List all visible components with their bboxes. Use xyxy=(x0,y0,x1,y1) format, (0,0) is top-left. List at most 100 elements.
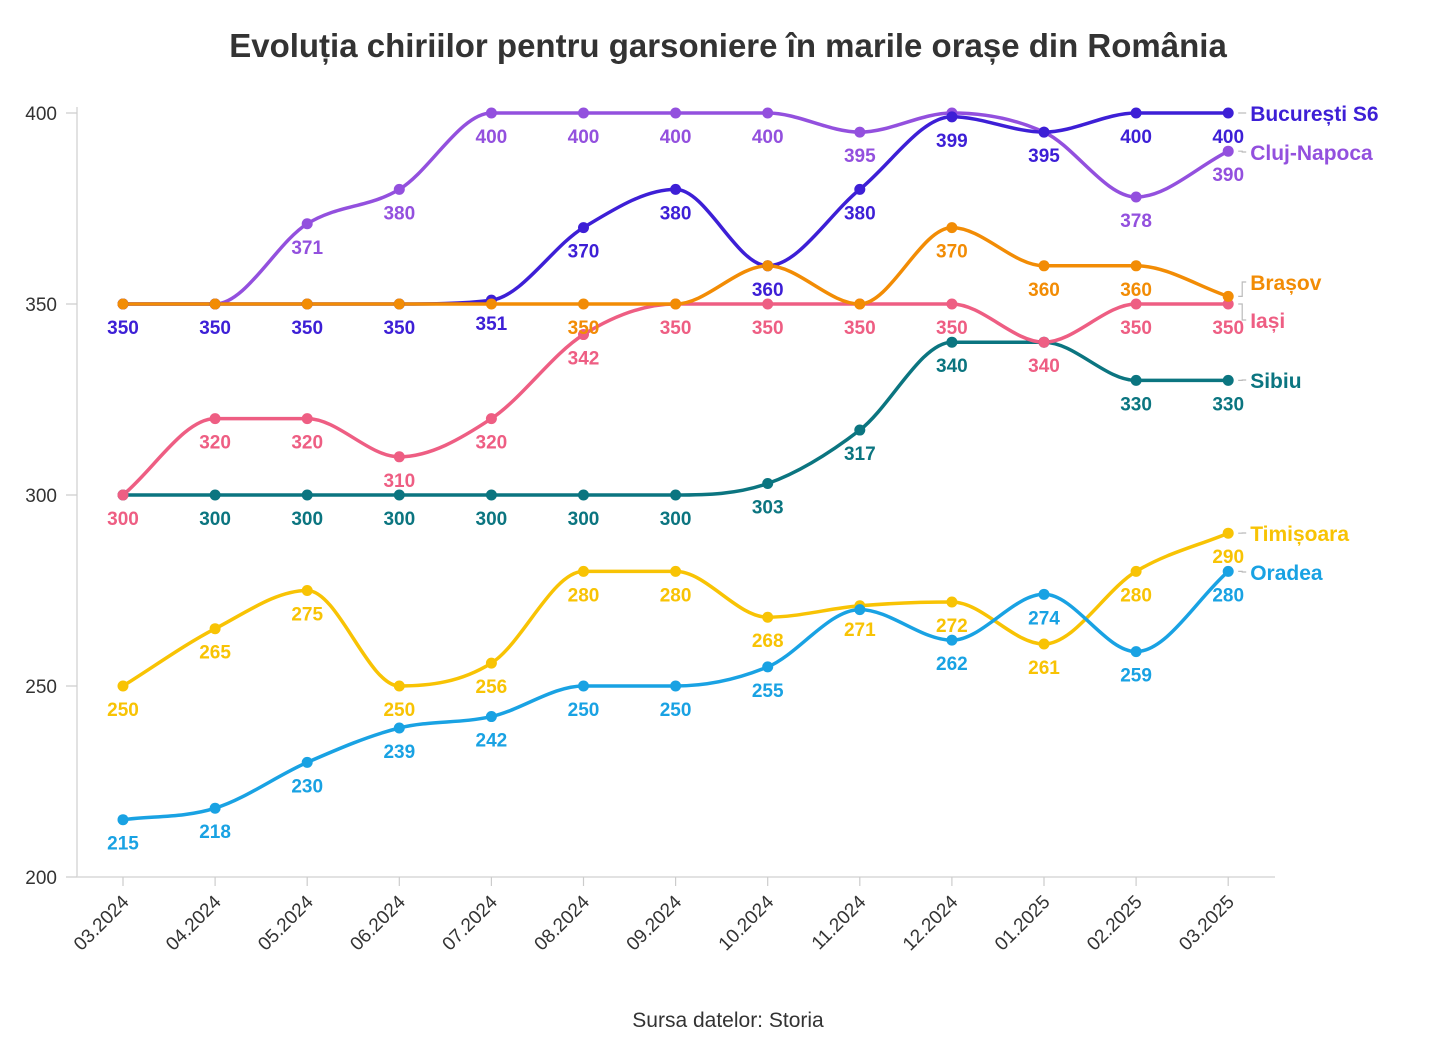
data-label-timisoara: 265 xyxy=(199,643,231,664)
data-label-bucuresti-s6: 395 xyxy=(1028,146,1060,167)
data-point-brasov xyxy=(854,298,866,310)
series-line-timisoara xyxy=(121,531,1230,688)
data-label-timisoara: 268 xyxy=(752,631,784,652)
data-label-timisoara: 272 xyxy=(936,616,968,637)
data-label-iasi: 350 xyxy=(1120,318,1152,339)
data-label-sibiu: 300 xyxy=(383,509,415,530)
series-label-connector xyxy=(1238,570,1247,573)
data-point-timisoara xyxy=(946,596,958,608)
data-label-timisoara: 250 xyxy=(107,700,139,721)
series-label-iasi: Iași xyxy=(1250,310,1285,333)
data-label-iasi: 350 xyxy=(1212,318,1244,339)
data-label-oradea: 250 xyxy=(568,700,600,721)
data-label-cluj-napoca: 400 xyxy=(568,127,600,148)
series-label-sibiu: Sibiu xyxy=(1250,370,1301,393)
data-label-oradea: 262 xyxy=(936,654,968,675)
source-note: Sursa datelor: Storia xyxy=(632,1009,824,1032)
data-label-sibiu: 340 xyxy=(936,356,968,377)
data-label-timisoara: 280 xyxy=(1120,585,1152,606)
data-point-brasov xyxy=(209,298,221,310)
x-tick-label: 10.2024 xyxy=(715,891,779,955)
data-label-oradea: 274 xyxy=(1028,608,1060,629)
data-label-sibiu: 300 xyxy=(568,509,600,530)
data-label-iasi: 340 xyxy=(1028,356,1060,377)
x-tick-label: 07.2024 xyxy=(439,891,503,955)
data-label-cluj-napoca: 400 xyxy=(476,127,508,148)
data-point-sibiu xyxy=(485,489,497,501)
data-point-brasov xyxy=(946,222,958,234)
data-point-iasi xyxy=(301,413,313,425)
data-point-cluj-napoca xyxy=(485,107,497,119)
data-label-bucuresti-s6: 400 xyxy=(1212,127,1244,148)
data-label-bucuresti-s6: 350 xyxy=(291,318,323,339)
data-point-timisoara xyxy=(393,680,405,692)
series-label-brasov: Brașov xyxy=(1250,272,1322,295)
data-label-iasi: 320 xyxy=(476,433,508,454)
series-line-oradea xyxy=(121,569,1230,822)
x-tick-label: 03.2024 xyxy=(70,891,134,955)
data-point-bucuresti-s6 xyxy=(854,183,866,195)
series-points xyxy=(117,107,1234,826)
data-point-iasi xyxy=(209,413,221,425)
data-label-oradea: 259 xyxy=(1120,666,1152,687)
data-point-bucuresti-s6 xyxy=(1222,107,1234,119)
data-point-bucuresti-s6 xyxy=(946,111,958,123)
data-point-oradea xyxy=(209,802,221,814)
data-label-oradea: 250 xyxy=(660,700,692,721)
data-label-bucuresti-s6: 350 xyxy=(107,318,139,339)
data-point-iasi xyxy=(1038,336,1050,348)
data-point-bucuresti-s6 xyxy=(578,222,589,234)
data-point-brasov xyxy=(670,298,682,310)
series-label-timisoara: Timișoara xyxy=(1250,523,1349,546)
data-point-cluj-napoca xyxy=(301,218,313,230)
data-point-brasov xyxy=(762,260,774,272)
series-label-cluj-napoca: Cluj-Napoca xyxy=(1250,142,1373,165)
data-label-bucuresti-s6: 350 xyxy=(383,318,415,339)
data-point-brasov xyxy=(117,298,129,310)
data-label-bucuresti-s6: 360 xyxy=(752,280,784,301)
data-point-sibiu xyxy=(1130,374,1142,386)
data-label-bucuresti-s6: 351 xyxy=(476,314,508,335)
x-tick-label: 12.2024 xyxy=(899,891,963,955)
data-label-iasi: 350 xyxy=(752,318,784,339)
data-label-brasov: 360 xyxy=(1028,280,1060,301)
data-label-timisoara: 275 xyxy=(291,605,323,626)
data-point-iasi xyxy=(485,413,497,425)
data-label-timisoara: 256 xyxy=(476,677,508,698)
data-label-timisoara: 250 xyxy=(383,700,415,721)
data-label-sibiu: 330 xyxy=(1120,394,1152,415)
series-label-oradea: Oradea xyxy=(1250,562,1323,585)
data-point-timisoara xyxy=(301,585,313,596)
data-point-oradea xyxy=(117,814,129,826)
data-point-brasov xyxy=(1130,260,1142,272)
data-label-iasi: 320 xyxy=(291,433,323,454)
data-point-sibiu xyxy=(946,336,958,348)
data-point-brasov xyxy=(301,298,313,310)
data-point-brasov xyxy=(393,298,405,310)
data-label-cluj-napoca: 400 xyxy=(752,127,784,148)
data-point-timisoara xyxy=(209,623,221,635)
data-label-sibiu: 300 xyxy=(660,509,692,530)
data-point-sibiu xyxy=(670,489,682,501)
data-point-oradea xyxy=(1222,565,1234,577)
x-tick-label: 09.2024 xyxy=(623,891,687,955)
y-tick-label: 300 xyxy=(25,486,57,507)
data-label-brasov: 370 xyxy=(936,242,968,263)
data-label-oradea: 215 xyxy=(107,834,139,855)
series-label-connector xyxy=(1238,150,1247,153)
data-label-iasi: 350 xyxy=(936,318,968,339)
series-label-connector xyxy=(1238,303,1247,321)
data-point-oradea xyxy=(393,722,405,734)
data-label-cluj-napoca: 378 xyxy=(1120,211,1152,232)
x-tick-label: 01.2025 xyxy=(991,892,1054,955)
data-point-oradea xyxy=(301,756,313,768)
data-label-timisoara: 261 xyxy=(1028,658,1060,679)
data-label-timisoara: 280 xyxy=(660,585,692,606)
data-label-bucuresti-s6: 380 xyxy=(844,203,876,224)
data-label-cluj-napoca: 395 xyxy=(844,146,876,167)
y-tick-label: 400 xyxy=(25,104,57,125)
data-label-bucuresti-s6: 400 xyxy=(1120,127,1152,148)
data-point-timisoara xyxy=(1222,527,1234,539)
data-point-sibiu xyxy=(762,478,774,490)
data-label-sibiu: 303 xyxy=(752,498,784,519)
